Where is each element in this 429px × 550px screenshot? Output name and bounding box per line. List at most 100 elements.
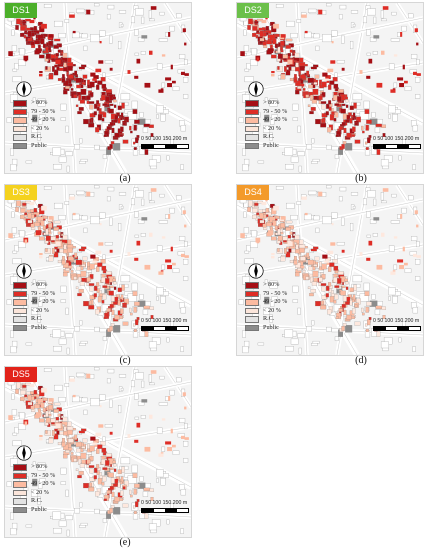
damaged-building bbox=[158, 453, 164, 457]
damaged-building bbox=[113, 301, 118, 305]
damaged-building bbox=[57, 413, 61, 417]
damaged-building bbox=[240, 51, 245, 56]
damaged-building bbox=[337, 96, 342, 102]
scale-labels: 0 50 100 150 200 m bbox=[141, 500, 188, 506]
building bbox=[297, 151, 305, 157]
damaged-building bbox=[262, 27, 267, 31]
building bbox=[326, 326, 332, 332]
damaged-building bbox=[78, 276, 82, 283]
map-panel-ds4: DS4 > 80% 79 - 50 % 49 - 20 % < 20 % R.C. Publ… bbox=[236, 184, 424, 356]
damaged-building bbox=[113, 99, 117, 103]
public-building bbox=[345, 143, 353, 151]
damaged-building bbox=[78, 248, 85, 252]
damaged-building bbox=[133, 511, 137, 514]
damaged-building bbox=[331, 223, 334, 226]
building bbox=[79, 343, 86, 346]
building bbox=[134, 416, 139, 420]
damaged-building bbox=[327, 250, 334, 255]
damaged-building bbox=[341, 303, 346, 308]
damaged-building bbox=[399, 83, 404, 88]
damaged-building bbox=[129, 307, 132, 313]
building bbox=[392, 114, 398, 122]
legend-entry: R.C. bbox=[245, 133, 301, 142]
damaged-building bbox=[328, 282, 332, 287]
building bbox=[58, 156, 67, 163]
scale-bar: 0 50 100 150 200 m bbox=[141, 136, 189, 154]
damaged-building bbox=[277, 53, 283, 59]
damaged-building bbox=[330, 242, 336, 246]
damaged-building bbox=[289, 259, 294, 263]
damaged-building bbox=[295, 80, 301, 86]
building bbox=[104, 242, 113, 246]
damaged-building bbox=[119, 316, 124, 319]
damaged-building bbox=[136, 240, 141, 246]
building bbox=[158, 402, 168, 406]
damaged-building bbox=[376, 82, 383, 88]
building bbox=[313, 215, 320, 221]
building bbox=[304, 31, 312, 39]
damaged-building bbox=[308, 266, 313, 271]
building bbox=[156, 296, 159, 301]
building bbox=[53, 528, 62, 534]
building bbox=[127, 475, 137, 484]
damaged-building bbox=[393, 236, 398, 239]
building bbox=[380, 192, 384, 201]
damaged-building bbox=[108, 290, 114, 296]
building bbox=[311, 161, 318, 164]
public-building bbox=[32, 478, 38, 487]
building bbox=[12, 68, 18, 72]
damaged-building bbox=[69, 14, 75, 18]
building bbox=[290, 215, 298, 221]
damaged-building bbox=[45, 235, 51, 241]
damaged-building bbox=[351, 316, 356, 319]
damaged-building bbox=[334, 112, 339, 118]
damaged-building bbox=[134, 301, 140, 306]
damaged-building bbox=[269, 44, 273, 49]
damaged-building bbox=[344, 278, 349, 282]
damaged-building bbox=[97, 114, 103, 121]
damaged-building bbox=[299, 256, 306, 261]
damaged-building bbox=[375, 305, 382, 310]
legend-entry: > 80% bbox=[13, 463, 69, 472]
north-arrow-icon bbox=[16, 263, 32, 279]
building bbox=[271, 114, 278, 119]
legend-label: > 80% bbox=[263, 281, 280, 288]
damaged-building bbox=[96, 100, 100, 105]
damaged-building bbox=[314, 74, 320, 79]
building bbox=[412, 307, 418, 314]
damaged-building bbox=[34, 40, 41, 45]
damaged-building bbox=[286, 38, 293, 42]
building bbox=[18, 59, 26, 66]
damaged-building bbox=[184, 406, 187, 410]
damaged-building bbox=[327, 266, 332, 272]
building bbox=[137, 400, 145, 406]
damaged-building bbox=[109, 67, 113, 71]
damaged-building bbox=[150, 497, 154, 502]
damaged-building bbox=[105, 271, 112, 275]
building bbox=[37, 98, 46, 107]
building bbox=[76, 8, 85, 13]
building bbox=[130, 198, 135, 206]
building bbox=[99, 212, 106, 219]
damaged-building bbox=[51, 430, 55, 436]
building bbox=[64, 19, 70, 23]
damaged-building bbox=[349, 287, 354, 292]
damaged-building bbox=[133, 505, 136, 509]
damaged-building bbox=[74, 70, 78, 76]
building bbox=[135, 190, 144, 198]
damaged-building bbox=[70, 452, 74, 455]
damaged-building bbox=[20, 390, 26, 395]
legend-label: 49 - 20 % bbox=[263, 298, 288, 306]
damaged-building bbox=[376, 149, 381, 155]
building bbox=[19, 230, 25, 238]
building bbox=[127, 111, 137, 120]
damaged-building bbox=[48, 216, 54, 220]
building bbox=[140, 233, 146, 237]
damaged-building bbox=[332, 258, 338, 264]
damaged-building bbox=[27, 212, 32, 219]
damaged-building bbox=[83, 482, 89, 489]
damaged-building bbox=[335, 316, 339, 319]
building bbox=[52, 329, 62, 338]
damaged-building bbox=[99, 41, 102, 44]
building bbox=[156, 245, 163, 252]
